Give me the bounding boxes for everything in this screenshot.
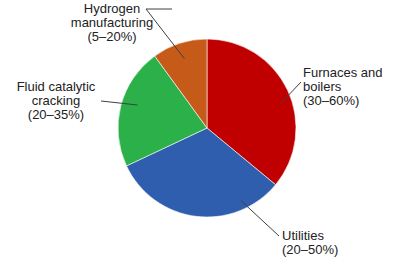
slices [118,39,296,217]
slice-label-line: boilers [303,79,342,94]
slice-label-line: manufacturing [71,15,153,30]
slice-label-line: (20–35%) [28,107,84,122]
slice-label-line: Hydrogen [84,1,140,16]
leader-line [241,201,279,236]
leader-line [281,82,301,103]
slice-label-line: Fluid catalytic [17,79,96,94]
leader-line [101,101,138,105]
slice-label-line: cracking [32,93,80,108]
slice-label-line: (30–60%) [303,93,359,108]
slice-label: Utilities(20–50%) [282,228,338,257]
pie-slice [155,39,207,128]
labels: Furnaces andboilers(30–60%)Utilities(20–… [17,1,383,257]
slice-label-line: Utilities [282,228,324,243]
slice-label-line: (20–50%) [282,242,338,257]
slice-label: Hydrogenmanufacturing(5–20%) [71,1,153,44]
slice-label-line: Furnaces and [303,65,383,80]
slice-label: Fluid catalyticcracking(20–35%) [17,79,96,122]
slice-label: Furnaces andboilers(30–60%) [303,65,383,108]
slice-label-line: (5–20%) [87,29,136,44]
chart-svg: Furnaces andboilers(30–60%)Utilities(20–… [0,0,400,260]
chart-container: Furnaces andboilers(30–60%)Utilities(20–… [0,0,400,260]
